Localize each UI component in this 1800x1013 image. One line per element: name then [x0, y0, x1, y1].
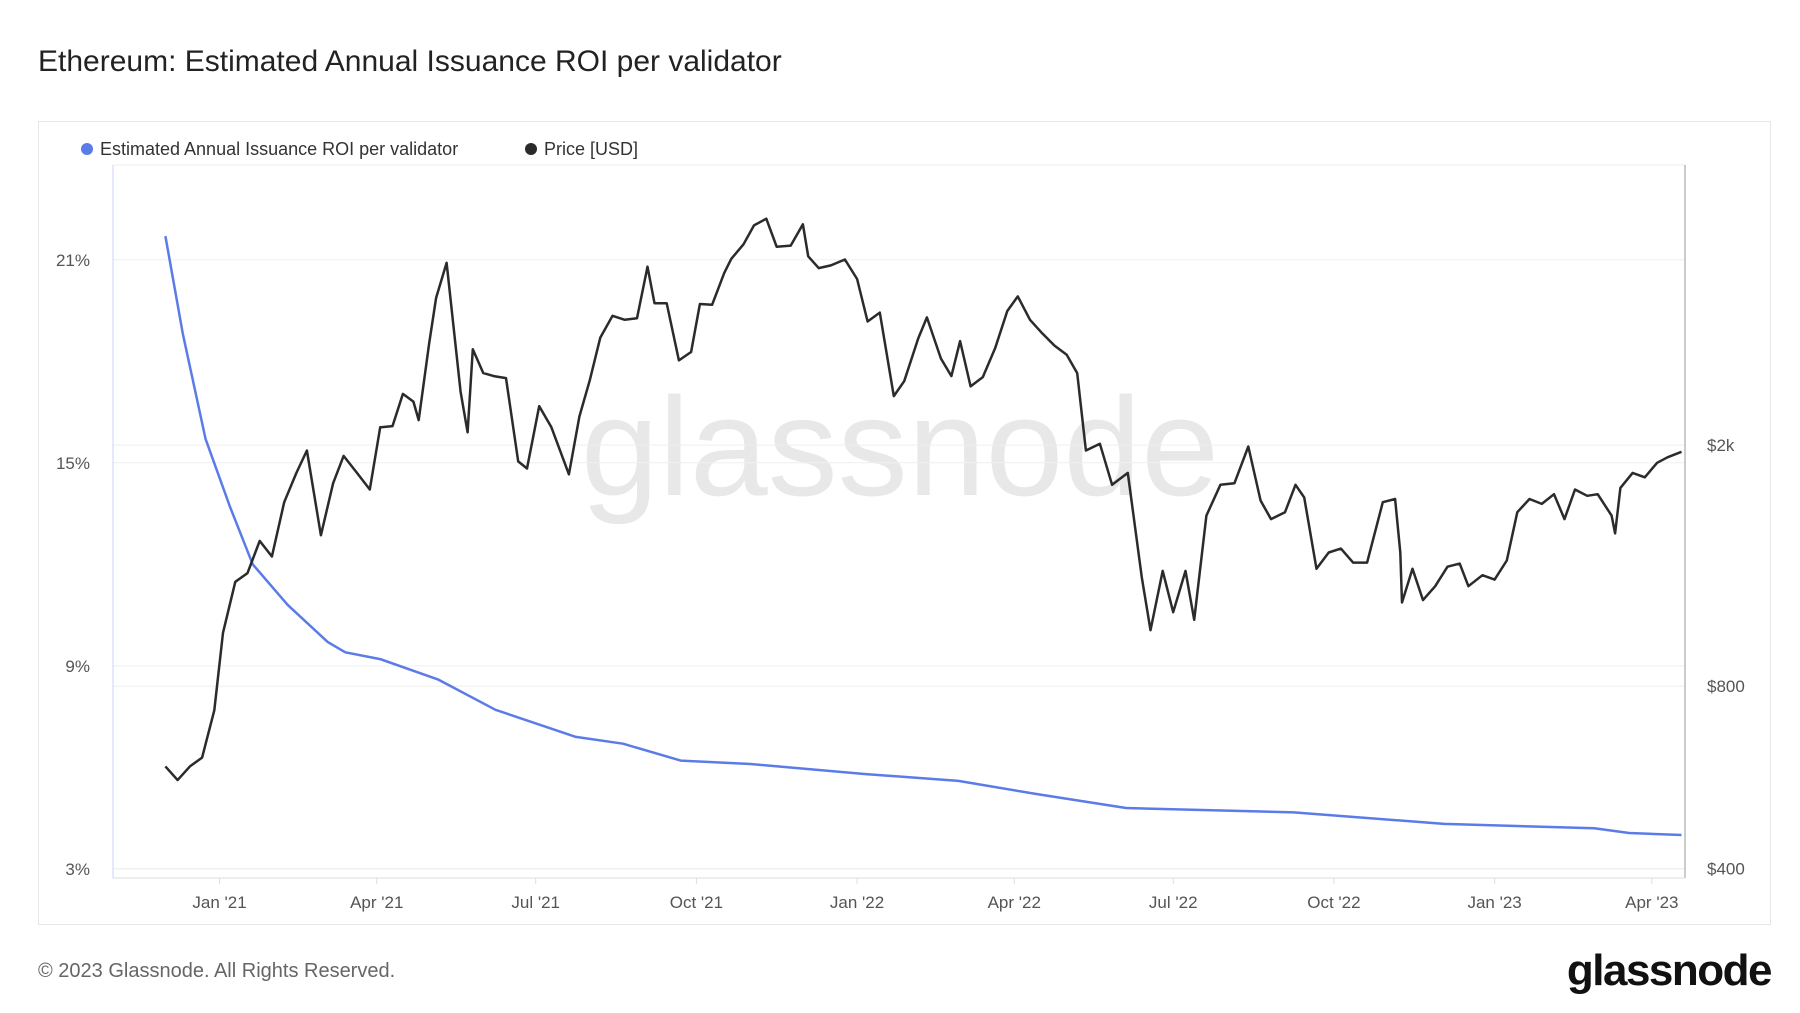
x-tick-label: Apr '21 [350, 893, 403, 912]
legend-dot [81, 143, 93, 155]
x-tick-label: Oct '22 [1307, 893, 1360, 912]
x-tick-label: Jan '21 [192, 893, 246, 912]
x-tick-label: Jan '23 [1467, 893, 1521, 912]
copyright: © 2023 Glassnode. All Rights Reserved. [38, 960, 396, 982]
y-left-tick-label: 15% [56, 454, 90, 473]
y-left-tick-label: 21% [56, 251, 90, 270]
x-tick-label: Jan '22 [830, 893, 884, 912]
x-tick-label: Jul '22 [1149, 893, 1198, 912]
y-left-tick-label: 3% [65, 860, 90, 879]
x-tick-label: Apr '22 [988, 893, 1041, 912]
y-right-tick-label: $2k [1707, 436, 1735, 455]
roi-series-line [164, 235, 1682, 837]
x-tick-label: Oct '21 [670, 893, 723, 912]
legend-label: Estimated Annual Issuance ROI per valida… [100, 139, 458, 159]
y-right-tick-label: $400 [1707, 860, 1745, 879]
watermark: glassnode [581, 368, 1219, 525]
legend-label: Price [USD] [544, 139, 638, 159]
glassnode-logo: glassnode [1566, 946, 1773, 995]
page-title: Ethereum: Estimated Annual Issuance ROI … [38, 45, 782, 78]
x-tick-label: Jul '21 [511, 893, 560, 912]
y-right-tick-label: $800 [1707, 677, 1745, 696]
legend-dot [525, 143, 537, 155]
price-series-line [164, 217, 1682, 782]
y-left-tick-label: 9% [65, 657, 90, 676]
x-tick-label: Apr '23 [1625, 893, 1678, 912]
chart-frame [38, 121, 1771, 925]
